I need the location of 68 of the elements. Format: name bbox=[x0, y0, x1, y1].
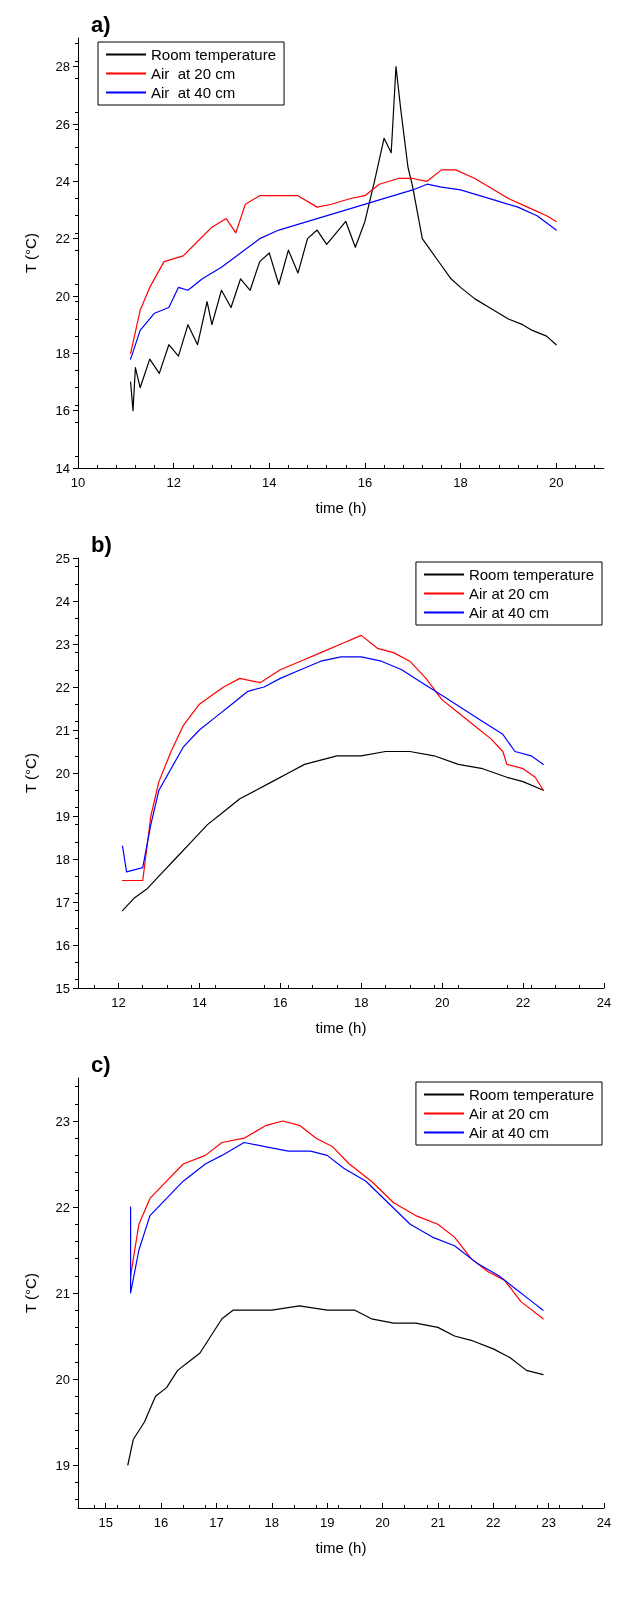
y-tick-label: 19 bbox=[55, 1457, 70, 1473]
x-tick-label: 12 bbox=[111, 995, 126, 1010]
x-tick-label: 16 bbox=[153, 1515, 169, 1530]
y-tick-label: 26 bbox=[55, 116, 70, 132]
x-tick-label: 22 bbox=[515, 995, 531, 1010]
x-tick-label: 17 bbox=[209, 1515, 224, 1530]
x-tick-label: 18 bbox=[354, 995, 369, 1010]
y-tick-label: 16 bbox=[55, 403, 70, 419]
y-tick-label: 24 bbox=[55, 593, 70, 609]
x-tick-label: 19 bbox=[319, 1515, 335, 1530]
x-tick-label: 24 bbox=[596, 995, 612, 1010]
x-tick-label: 14 bbox=[262, 475, 277, 490]
y-tick-label: 23 bbox=[55, 1113, 70, 1129]
chart-title: a) bbox=[91, 11, 111, 37]
x-axis-title: time (h) bbox=[315, 1539, 367, 1556]
x-tick-label: 16 bbox=[273, 995, 288, 1010]
x-tick-label: 20 bbox=[375, 1515, 390, 1530]
legend-label: Room temperature bbox=[151, 46, 277, 63]
chart-title: c) bbox=[91, 1051, 111, 1077]
legend-label: Air at 20 cm bbox=[468, 585, 549, 602]
x-tick-label: 22 bbox=[486, 1515, 501, 1530]
y-tick-label: 18 bbox=[55, 851, 70, 867]
y-tick-label: 22 bbox=[55, 231, 70, 247]
y-tick-label: 22 bbox=[55, 679, 70, 695]
x-tick-label: 20 bbox=[548, 475, 564, 490]
y-tick-label: 20 bbox=[55, 288, 70, 304]
x-tick-label: 24 bbox=[596, 1515, 612, 1530]
chart-title: b) bbox=[91, 531, 112, 557]
legend-label: Air at 20 cm bbox=[151, 65, 236, 82]
y-tick-label: 22 bbox=[55, 1199, 70, 1215]
x-tick-label: 14 bbox=[192, 995, 207, 1010]
legend-label: Room temperature bbox=[468, 1086, 595, 1103]
y-tick-label: 21 bbox=[55, 722, 70, 738]
y-axis-title: T (°C) bbox=[22, 1273, 39, 1313]
x-axis-title: time (h) bbox=[315, 499, 367, 516]
line-series bbox=[121, 750, 544, 912]
y-tick-label: 20 bbox=[55, 1371, 70, 1387]
y-tick-label: 18 bbox=[55, 345, 70, 361]
x-tick-label: 10 bbox=[70, 475, 86, 490]
y-tick-label: 20 bbox=[55, 765, 70, 781]
x-tick-label: 20 bbox=[434, 995, 450, 1010]
x-tick-label: 23 bbox=[541, 1515, 556, 1530]
line-series bbox=[127, 1305, 544, 1466]
x-axis-title: time (h) bbox=[315, 1019, 367, 1036]
legend-label: Air at 20 cm bbox=[468, 1105, 549, 1122]
x-tick-label: 15 bbox=[98, 1515, 113, 1530]
y-tick-label: 16 bbox=[55, 937, 70, 953]
legend-label: Room temperature bbox=[468, 566, 595, 583]
legend-label: Air at 40 cm bbox=[151, 84, 236, 101]
y-axis-title: T (°C) bbox=[22, 233, 39, 273]
y-tick-label: 19 bbox=[55, 808, 70, 824]
y-tick-label: 17 bbox=[55, 894, 70, 910]
y-tick-label: 21 bbox=[55, 1285, 70, 1301]
x-tick-label: 16 bbox=[357, 475, 373, 490]
x-tick-label: 21 bbox=[430, 1515, 446, 1530]
y-tick-label: 24 bbox=[55, 173, 70, 189]
y-tick-label: 14 bbox=[55, 460, 70, 476]
x-tick-label: 18 bbox=[453, 475, 468, 490]
x-tick-label: 18 bbox=[264, 1515, 280, 1530]
y-tick-label: 23 bbox=[55, 636, 70, 652]
legend-label: Air at 40 cm bbox=[468, 1124, 549, 1141]
legend-label: Air at 40 cm bbox=[468, 604, 549, 621]
line-series bbox=[130, 66, 557, 412]
y-tick-label: 15 bbox=[55, 980, 70, 996]
x-tick-label: 12 bbox=[166, 475, 181, 490]
y-tick-label: 25 bbox=[55, 550, 70, 566]
y-tick-label: 28 bbox=[55, 59, 70, 75]
y-axis-title: T (°C) bbox=[22, 753, 39, 793]
